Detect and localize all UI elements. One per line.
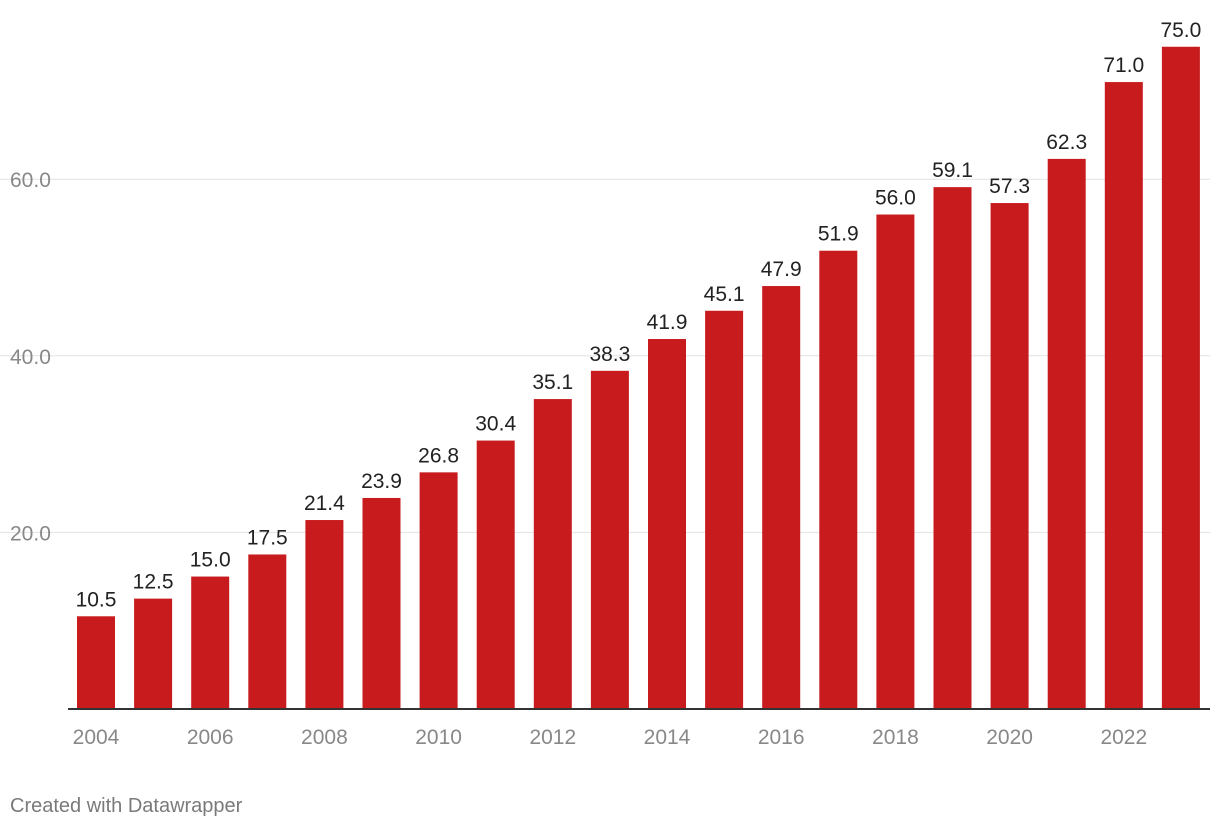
bar <box>1047 158 1086 710</box>
bar <box>933 187 972 710</box>
bar <box>191 576 230 709</box>
bar <box>648 339 686 709</box>
x-tick-label: 2010 <box>415 726 462 749</box>
bar-value-label: 59.1 <box>932 159 973 182</box>
bar-value-label: 41.9 <box>647 311 688 334</box>
x-tick-label: 2016 <box>758 726 805 749</box>
x-tick-label: 2014 <box>644 726 691 749</box>
bar-value-label: 71.0 <box>1103 54 1144 77</box>
x-tick-label: 2020 <box>986 726 1033 749</box>
bar-value-label: 45.1 <box>704 283 745 306</box>
bar-value-label: 15.0 <box>190 549 231 572</box>
x-tick-label: 2012 <box>529 726 576 749</box>
bar-value-label: 51.9 <box>818 223 859 246</box>
footer-credit: Created with Datawrapper <box>10 795 243 817</box>
bar-value-label: 23.9 <box>361 470 402 493</box>
bar-value-label: 47.9 <box>761 258 802 281</box>
bar-value-label: 26.8 <box>418 444 459 467</box>
bar-value-label: 56.0 <box>875 187 916 210</box>
bar-value-label: 10.5 <box>76 588 117 611</box>
bar <box>362 497 401 709</box>
bar <box>533 399 572 709</box>
bar <box>1161 46 1200 709</box>
bar <box>305 520 344 709</box>
bar <box>762 286 801 709</box>
bar <box>705 310 744 709</box>
bar <box>476 440 515 709</box>
bar <box>248 554 287 709</box>
x-tick-label: 2022 <box>1100 726 1147 749</box>
value-labels: 10.5 12.5 15.0 17.5 21.4 23.9 26.8 30.4 35.1 38.3… <box>76 19 1202 612</box>
bar <box>77 616 115 709</box>
y-tick-label: 20.0 <box>10 522 51 545</box>
bar-value-label: 57.3 <box>989 175 1030 198</box>
x-tick-label: 2004 <box>73 726 120 749</box>
bar-chart: 20.0 40.0 60.0 10.5 12.5 15.0 17.5 21.4 23.9 26.… <box>0 19 1210 749</box>
bar <box>134 598 173 709</box>
x-tick-label: 2008 <box>301 726 348 749</box>
bar-value-label: 30.4 <box>475 413 516 436</box>
bar <box>419 472 458 709</box>
bar-value-label: 17.5 <box>247 526 288 549</box>
bar-value-label: 21.4 <box>304 492 345 515</box>
chart-area: 20.0 40.0 60.0 10.5 12.5 15.0 17.5 21.4 23.9 26.… <box>0 19 1210 749</box>
bar <box>819 250 858 709</box>
bars <box>77 46 1200 710</box>
bar-value-label: 12.5 <box>133 571 174 594</box>
bar <box>590 370 629 709</box>
x-tick-label: 2018 <box>872 726 919 749</box>
bar <box>1104 82 1143 709</box>
bar-value-label: 35.1 <box>532 371 573 394</box>
y-tick-label: 60.0 <box>10 169 51 192</box>
bar <box>990 203 1029 709</box>
bar <box>876 214 915 709</box>
x-tick-label: 2006 <box>187 726 234 749</box>
bar-value-label: 38.3 <box>589 343 630 366</box>
axes: 2004 2006 2008 2010 2012 2014 2016 2018 2020 2022 <box>68 708 1210 749</box>
bar-value-label: 75.0 <box>1160 19 1201 42</box>
y-tick-label: 40.0 <box>10 346 51 369</box>
bar-value-label: 62.3 <box>1046 131 1087 154</box>
